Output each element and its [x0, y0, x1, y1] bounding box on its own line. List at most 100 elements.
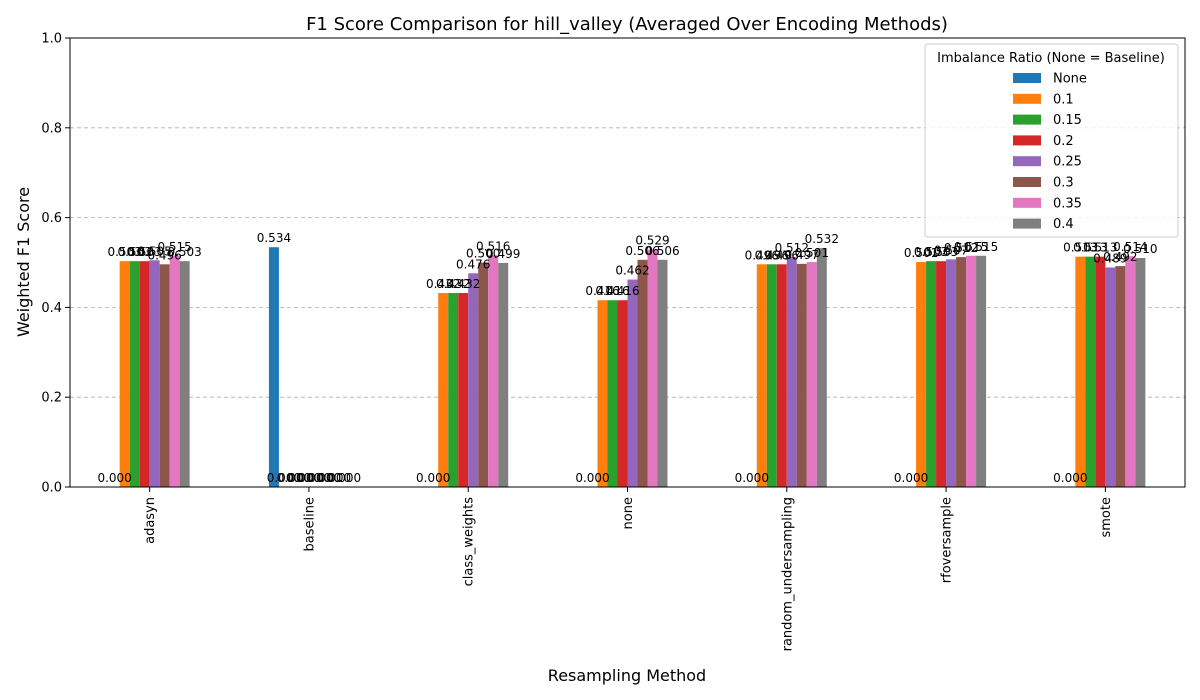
bar-value-label: 0.000	[97, 471, 131, 485]
bar	[916, 262, 927, 487]
bar	[458, 293, 469, 487]
bar-value-label: 0.432	[436, 277, 470, 291]
legend-label: 0.35	[1053, 196, 1082, 211]
bar-value-label: 0.489	[1093, 251, 1127, 265]
bar-value-label: 0.503	[127, 245, 161, 259]
bar-value-label: 0.503	[167, 245, 201, 259]
bar	[637, 259, 648, 487]
bar	[806, 262, 817, 487]
legend-label: 0.25	[1053, 155, 1082, 170]
grid-layer	[70, 127, 1185, 398]
bar	[966, 255, 977, 487]
bar-labels-layer: 0.0000.5030.5030.5030.5050.4960.5150.503…	[97, 231, 1157, 485]
bar	[1115, 266, 1126, 487]
bar	[796, 263, 807, 487]
chart-title: F1 Score Comparison for hill_valley (Ave…	[306, 14, 948, 35]
bar-value-label: 0.516	[476, 239, 510, 253]
bar-value-label: 0.513	[1083, 241, 1117, 255]
y-axis-ticks: 0.0 0.2 0.4 0.6 0.8 1.0	[41, 32, 70, 496]
legend-swatch	[1013, 135, 1041, 146]
bar-value-label: 0.503	[914, 245, 948, 259]
y-tick-label: 0.2	[41, 391, 62, 406]
legend-label: 0.2	[1053, 134, 1074, 149]
x-tick-label: class_weights	[462, 497, 477, 587]
bar-value-label: 0.000	[575, 471, 609, 485]
bar-value-label: 0.000	[1053, 471, 1087, 485]
bar-value-label: 0.503	[107, 245, 141, 259]
legend-entries: None 0.1 0.15 0.2 0.25 0.3 0.35 0.4	[1013, 72, 1087, 232]
bar-value-label: 0.000	[307, 471, 341, 485]
legend-swatch	[1013, 218, 1041, 229]
bar-value-label: 0.432	[446, 277, 480, 291]
bar-value-label: 0.534	[257, 231, 291, 245]
bar	[597, 300, 608, 487]
bar	[1075, 256, 1086, 487]
bar-value-label: 0.416	[585, 284, 619, 298]
bar-value-label: 0.505	[137, 244, 171, 258]
bar	[149, 260, 160, 487]
bar	[756, 264, 767, 487]
bar-value-label: 0.000	[287, 471, 321, 485]
bar	[936, 261, 947, 487]
x-tick-label: rfoversample	[940, 497, 955, 583]
bar-value-label: 0.503	[924, 245, 958, 259]
legend-label: 0.3	[1053, 176, 1074, 191]
bar	[268, 247, 279, 487]
bar	[159, 264, 170, 487]
bar-value-label: 0.496	[755, 248, 789, 262]
bar	[647, 249, 658, 487]
bar-value-label: 0.416	[605, 284, 639, 298]
bar-value-label: 0.496	[765, 248, 799, 262]
bar-value-label: 0.000	[297, 471, 331, 485]
bar-value-label: 0.515	[954, 240, 988, 254]
bar-value-label: 0.000	[317, 471, 351, 485]
bar	[627, 279, 638, 487]
bar	[498, 262, 509, 487]
bar-value-label: 0.513	[1063, 241, 1097, 255]
bar	[448, 293, 459, 487]
legend-swatch	[1013, 197, 1041, 208]
bar-value-label: 0.416	[595, 284, 629, 298]
bar-value-label: 0.512	[944, 241, 978, 255]
bar	[607, 300, 618, 487]
bar-value-label: 0.500	[466, 247, 500, 261]
legend-label: 0.1	[1053, 92, 1074, 107]
bar	[1105, 267, 1116, 487]
bar-value-label: 0.515	[964, 240, 998, 254]
bar	[776, 264, 787, 487]
y-tick-label: 0.6	[41, 211, 62, 226]
bar	[179, 261, 190, 487]
x-tick-label: none	[621, 497, 636, 529]
bar	[1095, 256, 1106, 487]
legend: Imbalance Ratio (None = Baseline) None 0.…	[924, 43, 1179, 238]
bar-value-label: 0.000	[735, 471, 769, 485]
bars-layer	[119, 247, 1146, 487]
bar	[816, 248, 827, 487]
bar-value-label: 0.492	[1103, 250, 1137, 264]
bar-value-label: 0.000	[416, 471, 450, 485]
bar	[1085, 256, 1096, 487]
legend-swatch	[1013, 73, 1041, 83]
legend-swatch	[1013, 93, 1041, 104]
bar	[119, 261, 130, 487]
bar	[139, 261, 150, 487]
bar	[129, 261, 140, 487]
bar-value-label: 0.000	[277, 471, 311, 485]
bar-value-label: 0.000	[327, 471, 361, 485]
bar	[169, 255, 180, 487]
bar	[1125, 256, 1136, 487]
bar	[1135, 258, 1146, 487]
bar	[488, 255, 499, 487]
bar	[786, 257, 797, 487]
legend-swatch	[1013, 177, 1041, 187]
bar	[976, 255, 987, 487]
bar-value-label: 0.503	[117, 245, 151, 259]
bar-value-label: 0.496	[147, 248, 181, 262]
bar-value-label: 0.532	[805, 232, 839, 246]
bar-value-label: 0.515	[157, 240, 191, 254]
bar-value-label: 0.501	[904, 246, 938, 260]
x-tick-label: baseline	[302, 497, 317, 551]
bar	[956, 257, 967, 487]
x-axis-ticks: adasyn baseline class_weights none random_un…	[143, 487, 1114, 651]
bar-value-label: 0.501	[795, 246, 829, 260]
